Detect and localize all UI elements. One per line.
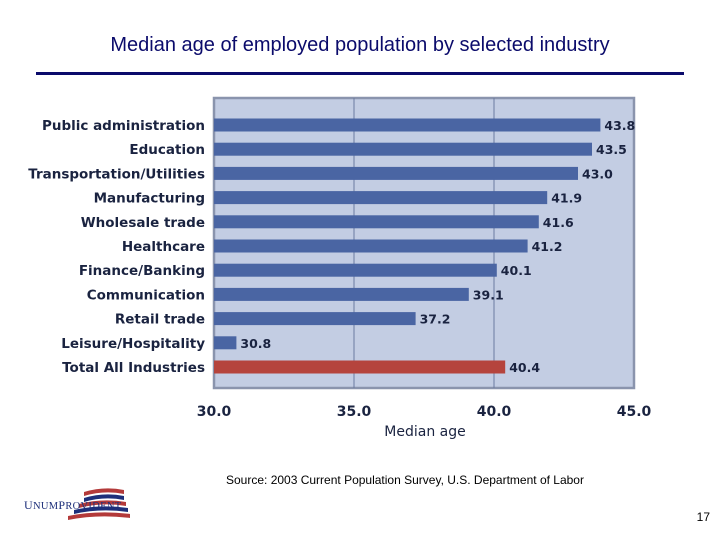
logo-wordmark: UNUMPROVIDENT (24, 498, 122, 512)
bar (214, 360, 506, 374)
bar (214, 312, 416, 326)
unumprovident-logo: UNUMPROVIDENT (24, 484, 134, 528)
bar (214, 191, 548, 205)
data-label: 40.4 (509, 360, 540, 375)
category-label: Leisure/Hospitality (61, 336, 205, 352)
bar (214, 287, 469, 301)
bar (214, 142, 592, 156)
category-label: Education (129, 142, 205, 158)
page-number: 17 (696, 510, 710, 524)
category-label: Communication (87, 287, 205, 303)
title-divider (36, 72, 684, 75)
x-tick-label: 40.0 (477, 404, 512, 420)
bar (214, 118, 601, 132)
data-label: 41.6 (543, 215, 574, 230)
x-axis-label: Median age (384, 424, 465, 440)
flag-logo-icon (68, 488, 130, 520)
data-label: 43.5 (596, 142, 627, 157)
data-label: 37.2 (420, 312, 451, 327)
category-label: Retail trade (115, 312, 205, 328)
bar (214, 336, 237, 350)
category-label: Wholesale trade (81, 215, 205, 231)
data-label: 30.8 (240, 336, 271, 351)
bar (214, 166, 578, 180)
data-label: 40.1 (501, 263, 532, 278)
category-label: Healthcare (122, 239, 205, 255)
bar (214, 215, 539, 229)
data-label: 43.0 (582, 166, 613, 181)
category-label: Public administration (42, 118, 205, 134)
x-tick-label: 45.0 (617, 404, 652, 420)
source-note: Source: 2003 Current Population Survey, … (226, 473, 584, 487)
bar (214, 239, 528, 253)
x-tick-label: 35.0 (337, 404, 372, 420)
category-label: Total All Industries (62, 360, 205, 376)
category-label: Transportation/Utilities (28, 166, 205, 182)
bar (214, 263, 497, 277)
data-label: 39.1 (473, 287, 504, 302)
data-label: 41.2 (532, 239, 563, 254)
slide-title: Median age of employed population by sel… (110, 34, 610, 56)
data-label: 41.9 (551, 191, 582, 206)
category-label: Manufacturing (94, 191, 205, 207)
x-tick-label: 30.0 (197, 404, 232, 420)
data-label: 43.8 (604, 118, 635, 133)
category-label: Finance/Banking (79, 263, 205, 279)
